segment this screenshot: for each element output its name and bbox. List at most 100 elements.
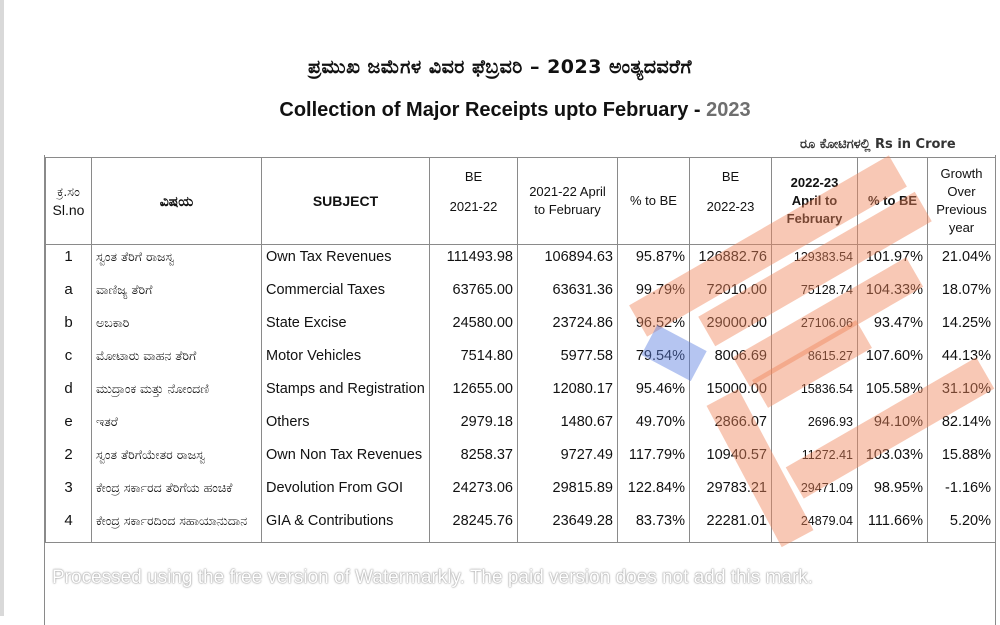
row-actual-2021-22: 5977.58 [517, 344, 618, 377]
row-subject: Own Non Tax Revenues [261, 443, 430, 476]
row-subject: Own Tax Revenues [261, 244, 430, 278]
row-sl: d [45, 377, 92, 410]
row-be-2022-23: 10940.57 [689, 443, 772, 476]
header-be-2021-22-l2: 2021-22 [449, 199, 498, 214]
row-subject-kn: ಇತರೆ [91, 410, 262, 443]
row-pct-2022-23: 103.03% [857, 443, 928, 476]
header-be-2022-23: BE 2022-23 [689, 157, 772, 245]
table-row: b ಅಬಕಾರಿ State Excise 24580.00 23724.86 … [45, 311, 996, 344]
row-subject: Devolution From GOI [261, 476, 430, 509]
row-actual-2022-23: 129383.54 [771, 244, 858, 278]
row-sl: b [45, 311, 92, 344]
row-sl: e [45, 410, 92, 443]
title-kannada: ಪ್ರಮುಖ ಜಮೆಗಳ ವಿವರ ಫೆಬ್ರವರಿ – 2023 ಅಂತ್ಯದ… [307, 56, 693, 78]
row-pct-2021-22: 122.84% [617, 476, 690, 509]
header-subject-en: SUBJECT [261, 157, 430, 245]
row-be-2021-22: 2979.18 [429, 410, 518, 443]
row-growth: 31.10% [927, 377, 996, 410]
row-sl: 3 [45, 476, 92, 509]
row-be-2021-22: 24273.06 [429, 476, 518, 509]
row-subject-kn: ವಾಣಿಜ್ಯ ತೆರಿಗೆ [91, 278, 262, 311]
row-subject-kn: ಮೋಟಾರು ವಾಹನ ತೆರಿಗೆ [91, 344, 262, 377]
row-pct-2022-23: 101.97% [857, 244, 928, 278]
header-be-2022-23-l2: 2022-23 [706, 199, 755, 214]
row-be-2022-23: 29000.00 [689, 311, 772, 344]
row-pct-2021-22: 83.73% [617, 509, 690, 543]
header-subject-kn: ವಿಷಯ [91, 157, 262, 245]
row-be-2022-23: 126882.76 [689, 244, 772, 278]
row-be-2021-22: 12655.00 [429, 377, 518, 410]
row-pct-2022-23: 111.66% [857, 509, 928, 543]
header-actual-2021-22: 2021-22 April to February [517, 157, 618, 245]
table-row: e ಇತರೆ Others 2979.18 1480.67 49.70% 286… [45, 410, 996, 443]
row-subject: Motor Vehicles [261, 344, 430, 377]
row-actual-2022-23: 24879.04 [771, 509, 858, 543]
row-be-2021-22: 111493.98 [429, 244, 518, 278]
table-row: 1 ಸ್ವಂತ ತೆರಿಗೆ ರಾಜಸ್ವ Own Tax Revenues 1… [45, 244, 996, 278]
row-be-2021-22: 28245.76 [429, 509, 518, 543]
row-be-2021-22: 8258.37 [429, 443, 518, 476]
row-pct-2021-22: 95.46% [617, 377, 690, 410]
row-sl: 2 [45, 443, 92, 476]
row-actual-2021-22: 1480.67 [517, 410, 618, 443]
row-pct-2021-22: 79.54% [617, 344, 690, 377]
row-sl: c [45, 344, 92, 377]
header-row: ಕ್ರ.ಸಂ Sl.no ವಿಷಯ SUBJECT BE 2021-22 2021-… [45, 157, 996, 245]
row-sl: 1 [45, 244, 92, 278]
row-pct-2022-23: 107.60% [857, 344, 928, 377]
row-be-2022-23: 72010.00 [689, 278, 772, 311]
left-page-rule [0, 0, 4, 616]
row-actual-2022-23: 29471.09 [771, 476, 858, 509]
row-growth: 21.04% [927, 244, 996, 278]
title-english: Collection of Major Receipts upto Februa… [0, 99, 1000, 122]
row-pct-2021-22: 49.70% [617, 410, 690, 443]
header-slno-kn: ಕ್ರ.ಸಂ [57, 184, 80, 199]
table-row: 4 ಕೇಂದ್ರ ಸರ್ಕಾರದಿಂದ ಸಹಾಯಾನುದಾನ GIA & Con… [45, 509, 996, 543]
row-subject-kn: ಅಬಕಾರಿ [91, 311, 262, 344]
row-actual-2021-22: 23649.28 [517, 509, 618, 543]
table-row: 2 ಸ್ವಂತ ತೆರಿಗೆಯೇತರ ರಾಜಸ್ವ Own Non Tax Re… [45, 443, 996, 476]
title-year: 2023 [700, 99, 751, 121]
unit-label: ರೂ ಕೋಟಿಗಳಲ್ಲಿ Rs in Crore [800, 137, 956, 152]
header-be-2021-22-l1: BE [464, 169, 483, 184]
row-actual-2021-22: 63631.36 [517, 278, 618, 311]
row-be-2022-23: 15000.00 [689, 377, 772, 410]
table-row: d ಮುದ್ರಾಂಕ ಮತ್ತು ನೋಂದಣಿ Stamps and Regis… [45, 377, 996, 410]
header-slno: ಕ್ರ.ಸಂ Sl.no [45, 157, 92, 245]
header-pct-be-2021-22: % to BE [617, 157, 690, 245]
table-row: c ಮೋಟಾರು ವಾಹನ ತೆರಿಗೆ Motor Vehicles 7514… [45, 344, 996, 377]
row-actual-2022-23: 11272.41 [771, 443, 858, 476]
title-english-text: Collection of Major Receipts upto Februa… [279, 99, 701, 121]
row-pct-2022-23: 98.95% [857, 476, 928, 509]
row-pct-2022-23: 93.47% [857, 311, 928, 344]
row-subject: Stamps and Registration [261, 377, 430, 410]
row-subject-kn: ಸ್ವಂತ ತೆರಿಗೆಯೇತರ ರಾಜಸ್ವ [91, 443, 262, 476]
header-be-2022-23-l1: BE [721, 169, 740, 184]
header-growth: Growth Over Previous year [927, 157, 996, 245]
row-pct-2022-23: 94.10% [857, 410, 928, 443]
row-sl: 4 [45, 509, 92, 543]
row-growth: -1.16% [927, 476, 996, 509]
row-be-2021-22: 24580.00 [429, 311, 518, 344]
row-growth: 82.14% [927, 410, 996, 443]
row-subject: State Excise [261, 311, 430, 344]
row-growth: 44.13% [927, 344, 996, 377]
watermark-text: Processed using the free version of Wate… [52, 567, 814, 588]
row-actual-2022-23: 2696.93 [771, 410, 858, 443]
row-subject-kn: ಕೇಂದ್ರ ಸರ್ಕಾರದ ತೆರಿಗೆಯ ಹಂಚಿಕೆ [91, 476, 262, 509]
row-sl: a [45, 278, 92, 311]
row-be-2021-22: 7514.80 [429, 344, 518, 377]
row-pct-2021-22: 95.87% [617, 244, 690, 278]
row-growth: 5.20% [927, 509, 996, 543]
row-pct-2022-23: 105.58% [857, 377, 928, 410]
row-actual-2022-23: 15836.54 [771, 377, 858, 410]
row-subject-kn: ಸ್ವಂತ ತೆರಿಗೆ ರಾಜಸ್ವ [91, 244, 262, 278]
row-be-2022-23: 22281.01 [689, 509, 772, 543]
row-growth: 15.88% [927, 443, 996, 476]
row-pct-2021-22: 117.79% [617, 443, 690, 476]
header-slno-en: Sl.no [52, 202, 85, 218]
row-growth: 14.25% [927, 311, 996, 344]
header-be-2021-22: BE 2021-22 [429, 157, 518, 245]
header-pct-be-2022-23: % to BE [857, 157, 928, 245]
row-subject-kn: ಕೇಂದ್ರ ಸರ್ಕಾರದಿಂದ ಸಹಾಯಾನುದಾನ [91, 509, 262, 543]
